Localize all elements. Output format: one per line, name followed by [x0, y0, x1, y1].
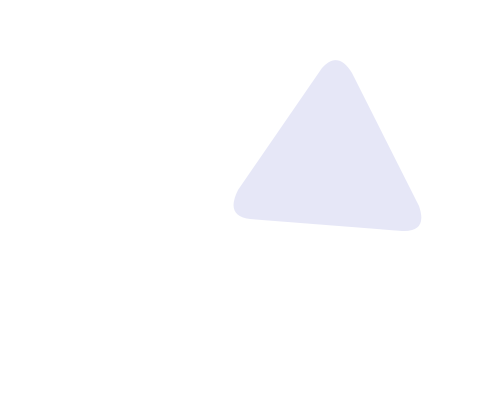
triangle-icon — [233, 60, 422, 232]
